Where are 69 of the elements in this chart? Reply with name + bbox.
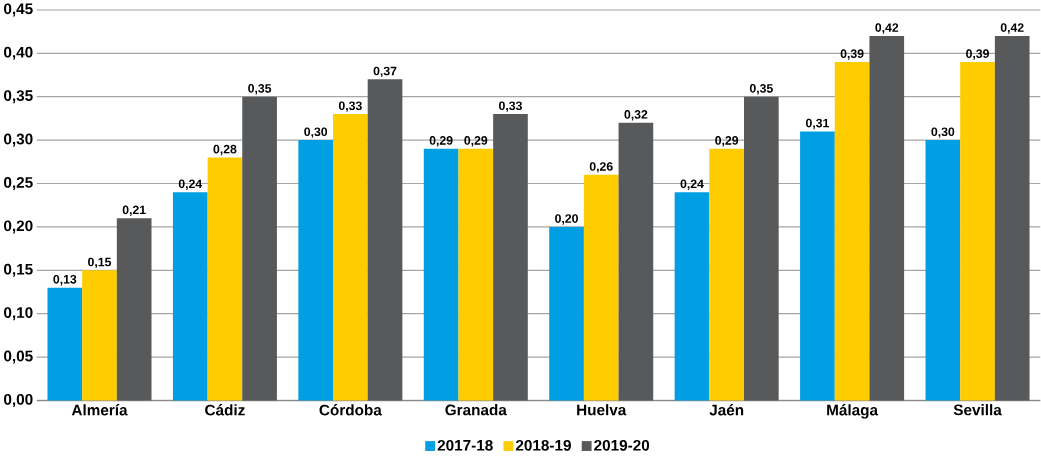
data-label: 0,35 xyxy=(248,83,272,95)
x-tick-label: Jaén xyxy=(709,404,744,416)
data-label: 0,26 xyxy=(589,162,613,173)
bar xyxy=(583,174,619,401)
x-tick-label: Córdoba xyxy=(319,404,382,416)
bar xyxy=(834,61,870,401)
y-tick-label: 0,35 xyxy=(4,90,33,104)
x-tick-label: Almería xyxy=(71,404,128,416)
bar xyxy=(423,148,459,401)
bar xyxy=(709,148,744,401)
data-label: 0,28 xyxy=(213,144,237,156)
legend-label: 2018-19 xyxy=(515,439,571,451)
bar xyxy=(960,61,995,401)
bar xyxy=(298,140,334,401)
y-tick-label: 0,40 xyxy=(4,46,33,60)
x-tick-label: Sevilla xyxy=(953,403,1002,416)
data-label: 0,15 xyxy=(88,257,112,268)
data-label: 0,29 xyxy=(429,136,453,147)
y-tick-label: 0,30 xyxy=(4,133,33,147)
x-tick-label: Huelva xyxy=(577,403,627,416)
y-tick-label: 0,00 xyxy=(4,393,33,407)
bar xyxy=(674,192,710,401)
bar xyxy=(172,192,208,401)
bar xyxy=(116,218,152,401)
data-label: 0,33 xyxy=(499,101,522,112)
data-label: 0,42 xyxy=(1000,23,1024,34)
data-label: 0,31 xyxy=(805,118,829,130)
bar xyxy=(994,35,1030,401)
legend-label: 2019-20 xyxy=(594,439,650,451)
bar xyxy=(800,131,835,401)
data-label: 0,24 xyxy=(178,179,203,190)
legend-label: 2017-18 xyxy=(437,439,493,451)
data-label: 0,30 xyxy=(304,127,328,138)
bar xyxy=(925,140,961,401)
data-label: 0,39 xyxy=(966,49,989,60)
bar xyxy=(869,35,905,401)
data-label: 0,21 xyxy=(122,205,146,216)
data-label: 0,29 xyxy=(464,136,488,147)
data-label: 0,33 xyxy=(338,101,362,112)
bar xyxy=(242,96,277,401)
bar xyxy=(207,157,243,401)
y-tick-label: 0,10 xyxy=(4,307,33,321)
data-label: 0,37 xyxy=(373,66,397,77)
data-label: 0,42 xyxy=(875,23,899,34)
y-tick-label: 0,05 xyxy=(4,350,33,364)
bar xyxy=(47,287,83,401)
bar xyxy=(549,226,584,401)
y-tick-label: 0,20 xyxy=(4,220,33,234)
data-label: 0,20 xyxy=(555,214,578,225)
data-label: 0,30 xyxy=(931,127,955,138)
bar xyxy=(744,96,779,401)
bar xyxy=(493,113,528,401)
x-tick-label: Málaga xyxy=(827,404,879,419)
y-tick-label: 0,25 xyxy=(4,176,33,190)
x-tick-label: Cádiz xyxy=(205,404,245,416)
bar xyxy=(618,122,654,401)
data-label: 0,39 xyxy=(840,49,864,60)
y-tick-label: 0,45 xyxy=(4,3,33,17)
x-tick-label: Granada xyxy=(445,403,507,416)
data-label: 0,13 xyxy=(53,274,77,286)
data-label: 0,35 xyxy=(749,83,773,95)
bar xyxy=(367,79,403,401)
bar xyxy=(458,148,494,401)
data-label: 0,32 xyxy=(624,109,648,121)
y-tick-label: 0,15 xyxy=(4,263,33,277)
bar xyxy=(82,270,117,401)
data-label: 0,24 xyxy=(680,179,704,190)
data-label: 0,29 xyxy=(715,136,739,147)
bar xyxy=(333,113,368,401)
